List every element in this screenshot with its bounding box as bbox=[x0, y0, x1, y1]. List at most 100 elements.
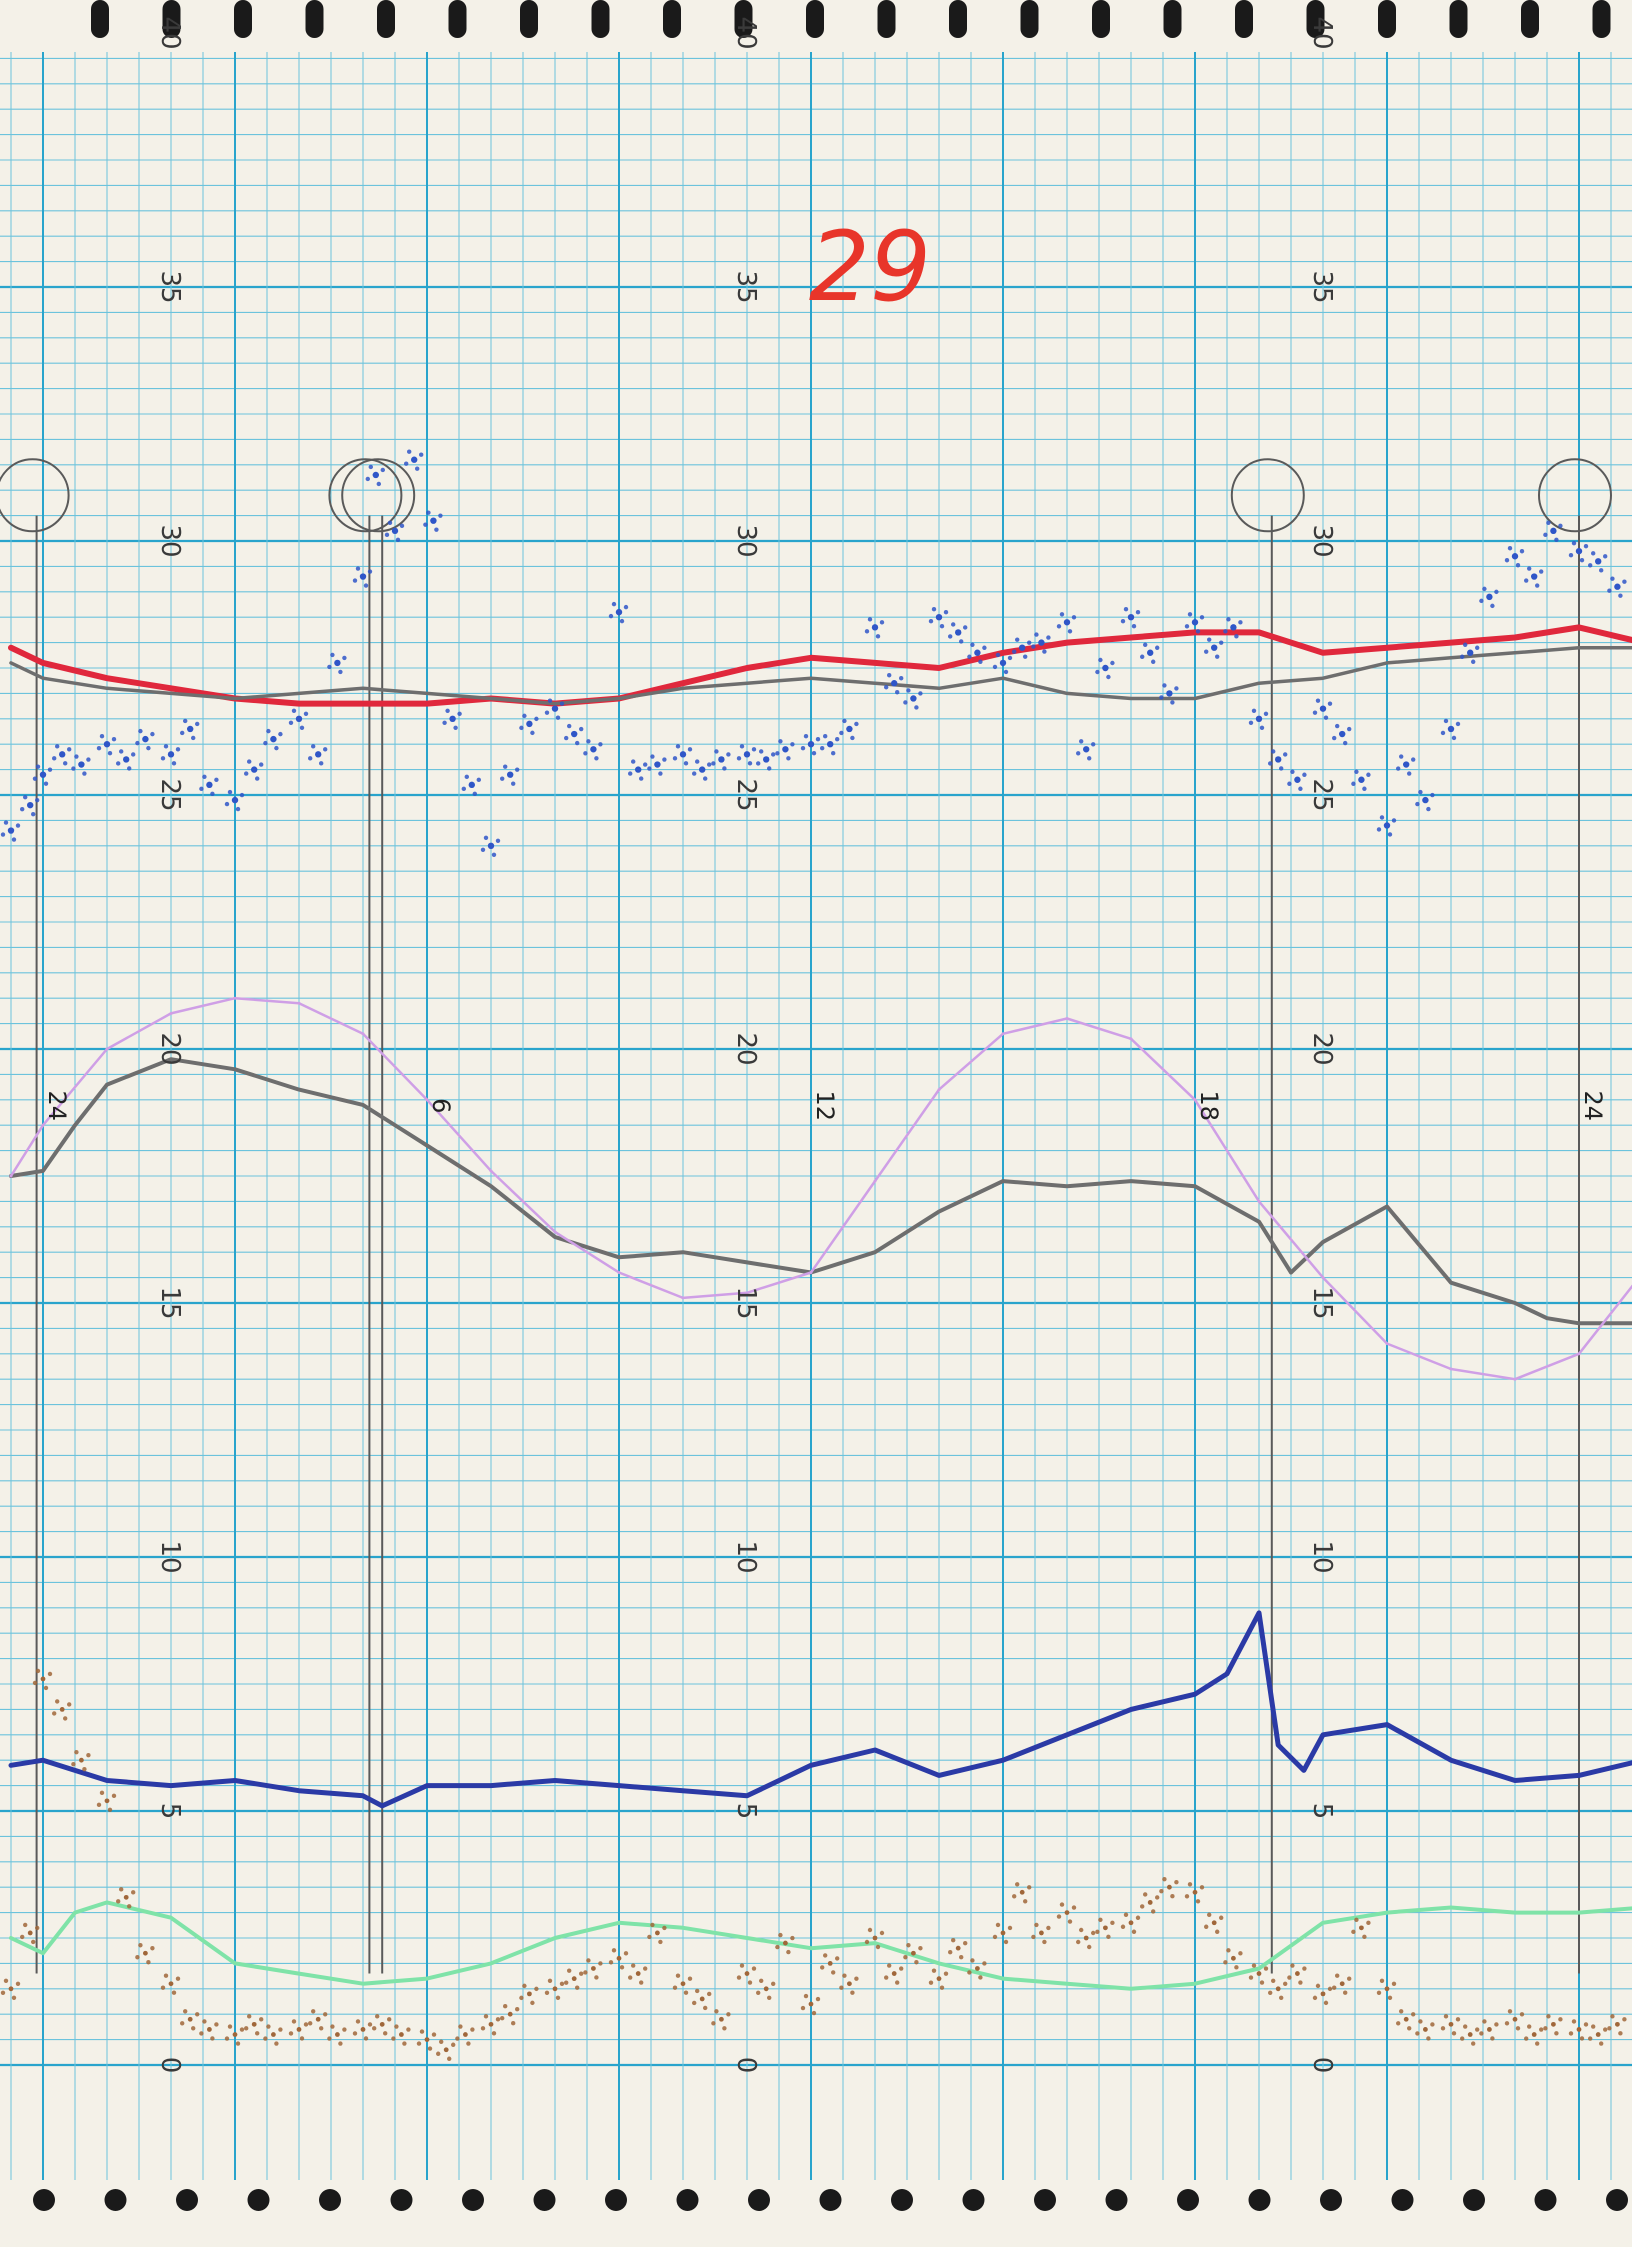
data-point bbox=[1063, 619, 1071, 626]
data-point bbox=[628, 1975, 633, 1980]
data-point bbox=[619, 618, 625, 624]
data-point bbox=[1396, 2021, 1401, 2026]
data-point bbox=[899, 1966, 904, 1971]
data-point bbox=[11, 1995, 17, 2001]
data-point bbox=[142, 735, 149, 743]
data-point bbox=[131, 752, 136, 757]
data-point bbox=[1449, 1281, 1453, 1285]
data-point bbox=[522, 713, 527, 719]
data-point bbox=[40, 1676, 46, 1682]
data-point bbox=[235, 2041, 241, 2046]
data-point bbox=[169, 691, 173, 695]
data-point bbox=[470, 2027, 475, 2032]
data-point bbox=[820, 746, 825, 751]
data-point bbox=[27, 801, 34, 809]
data-point bbox=[1065, 691, 1069, 695]
data-point bbox=[195, 2012, 200, 2017]
data-point bbox=[650, 1922, 655, 1928]
data-point bbox=[361, 702, 365, 706]
data-point bbox=[116, 1899, 121, 1904]
data-point bbox=[1271, 749, 1276, 754]
data-point bbox=[104, 1798, 110, 1804]
data-point bbox=[1007, 1925, 1013, 1931]
data-point bbox=[315, 2016, 321, 2022]
data-point bbox=[1071, 615, 1077, 620]
data-point bbox=[1588, 563, 1593, 568]
data-point bbox=[1155, 1895, 1160, 1900]
binding-slot bbox=[1449, 0, 1468, 38]
event-marker-circle bbox=[0, 458, 70, 533]
data-point bbox=[846, 725, 853, 733]
data-point bbox=[1415, 2031, 1420, 2036]
data-point bbox=[1546, 2014, 1551, 2019]
data-point bbox=[937, 1210, 941, 1214]
data-point bbox=[380, 1804, 384, 1808]
page-number: 29 bbox=[809, 211, 931, 323]
data-point bbox=[105, 1779, 109, 1783]
data-point bbox=[232, 2032, 238, 2037]
data-point bbox=[831, 751, 836, 756]
data-point bbox=[52, 756, 57, 761]
data-point bbox=[308, 756, 313, 761]
data-point bbox=[453, 725, 458, 730]
data-point bbox=[3, 820, 9, 825]
data-point bbox=[567, 723, 572, 729]
data-point bbox=[1159, 1889, 1164, 1894]
data-point bbox=[1276, 1743, 1280, 1747]
data-point bbox=[1551, 2021, 1556, 2027]
data-point bbox=[363, 2036, 369, 2041]
data-point bbox=[1539, 569, 1544, 574]
data-point bbox=[1440, 730, 1446, 736]
data-point bbox=[809, 1271, 813, 1275]
data-point bbox=[1385, 661, 1389, 665]
data-point bbox=[489, 1961, 493, 1965]
data-point bbox=[918, 691, 923, 696]
data-point bbox=[823, 734, 828, 739]
data-point bbox=[963, 625, 968, 630]
y-tick-label: 35 bbox=[155, 270, 185, 303]
data-point bbox=[9, 1763, 13, 1767]
data-point bbox=[74, 1750, 79, 1755]
x-tick-label: 6 bbox=[427, 1098, 455, 1113]
perforation-hole bbox=[462, 2189, 484, 2211]
data-point bbox=[639, 776, 644, 781]
data-point bbox=[1351, 781, 1356, 786]
data-point bbox=[138, 1943, 143, 1948]
data-point bbox=[695, 1988, 700, 1994]
data-point bbox=[1471, 2041, 1476, 2046]
data-point bbox=[1504, 558, 1510, 563]
data-point bbox=[873, 1250, 877, 1254]
data-point bbox=[384, 532, 390, 538]
data-point bbox=[1230, 624, 1237, 631]
data-point bbox=[1588, 2036, 1593, 2041]
data-point bbox=[187, 2016, 193, 2022]
data-point bbox=[835, 737, 840, 742]
y-tick-label: 0 bbox=[731, 2057, 761, 2074]
data-point bbox=[1193, 1982, 1197, 1986]
data-point bbox=[7, 827, 15, 834]
event-marker-circle bbox=[341, 458, 416, 533]
data-point bbox=[1583, 2022, 1589, 2027]
data-point bbox=[1583, 543, 1589, 549]
data-point bbox=[1003, 1939, 1009, 1945]
data-point bbox=[756, 761, 761, 766]
data-point bbox=[1335, 723, 1340, 729]
perforation-hole bbox=[962, 2189, 985, 2211]
data-point bbox=[559, 1981, 565, 1987]
data-point bbox=[873, 661, 877, 665]
data-point bbox=[675, 744, 681, 749]
data-point bbox=[1162, 1877, 1167, 1882]
data-point bbox=[167, 751, 175, 758]
data-point bbox=[982, 1961, 987, 1966]
data-point bbox=[1599, 568, 1604, 573]
data-point bbox=[783, 1940, 788, 1946]
data-point bbox=[500, 2016, 505, 2021]
data-point bbox=[423, 522, 428, 527]
data-point bbox=[745, 1936, 749, 1940]
data-point bbox=[1354, 769, 1359, 774]
data-point bbox=[790, 742, 795, 747]
data-point bbox=[74, 754, 79, 759]
data-point bbox=[146, 1960, 151, 1965]
data-point bbox=[1268, 1990, 1273, 1996]
data-point bbox=[1448, 2021, 1454, 2027]
